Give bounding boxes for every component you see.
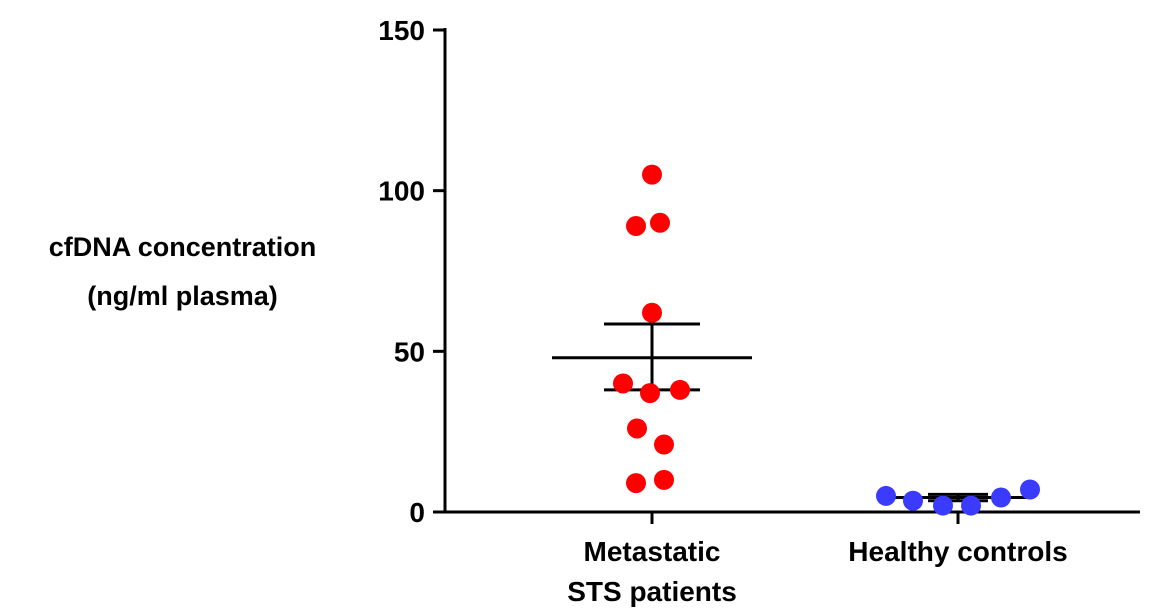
y-axis-label-line-1: cfDNA concentration xyxy=(48,232,317,262)
data-point xyxy=(876,485,896,506)
y-tick-label: 50 xyxy=(394,336,425,367)
data-point xyxy=(991,487,1011,508)
y-tick-label: 100 xyxy=(378,176,425,207)
data-point xyxy=(627,418,647,439)
data-point xyxy=(650,212,670,233)
y-axis-label-line-2: (ng/ml plasma) xyxy=(87,281,278,311)
data-point xyxy=(933,495,953,516)
data-point xyxy=(903,490,923,511)
y-tick-label: 0 xyxy=(409,497,425,528)
axes xyxy=(443,28,1140,514)
summary-bars xyxy=(552,322,1033,503)
data-point xyxy=(626,216,646,237)
x-ticks: Metastatic STS patients Healthy controls xyxy=(567,512,1068,607)
y-tick-label: 150 xyxy=(378,15,425,46)
data-point xyxy=(654,434,674,455)
data-point xyxy=(654,469,674,490)
data-point xyxy=(670,379,690,400)
data-point xyxy=(613,373,633,394)
x-tick-label: STS patients xyxy=(567,576,737,607)
data-point xyxy=(1020,479,1040,500)
data-point xyxy=(640,383,660,404)
y-ticks: 0 50 100 150 xyxy=(378,15,445,528)
data-point xyxy=(642,302,662,323)
data-point xyxy=(626,473,646,494)
data-points xyxy=(613,164,1040,516)
x-tick-label: Healthy controls xyxy=(848,536,1067,567)
x-tick-label: Metastatic xyxy=(584,536,721,567)
data-point xyxy=(961,495,981,516)
data-point xyxy=(642,164,662,185)
